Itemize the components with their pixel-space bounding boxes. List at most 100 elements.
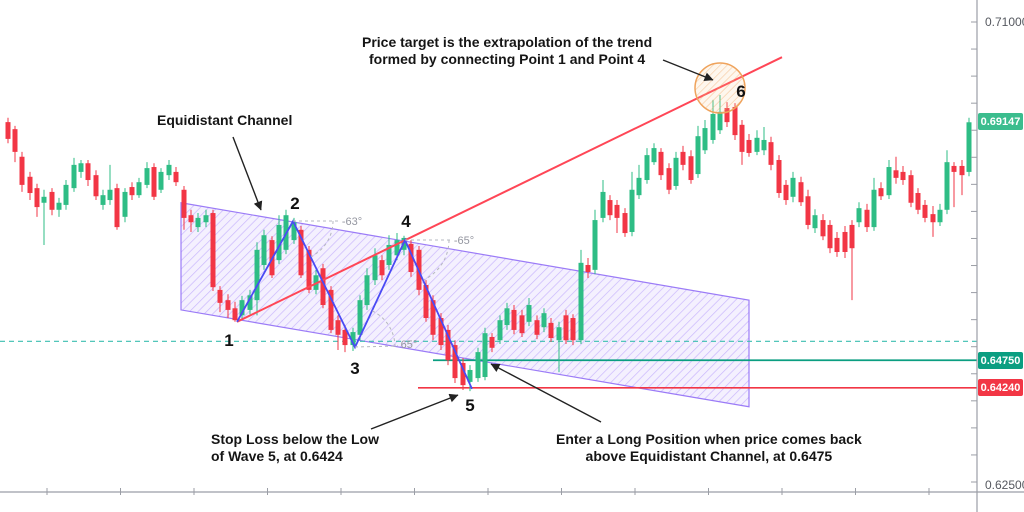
candle <box>820 214 826 241</box>
annotation-arrows[interactable] <box>232 59 714 430</box>
candle <box>629 171 635 237</box>
angle-label-minus65: -65° <box>453 235 475 247</box>
trendline-drawing[interactable] <box>236 56 783 323</box>
wave-point-6[interactable]: 6 <box>736 82 746 101</box>
wave-point-4[interactable]: 4 <box>401 212 411 231</box>
angle-label-65: 65° <box>400 339 418 351</box>
candle <box>276 215 282 264</box>
candle <box>85 160 91 186</box>
candle <box>739 119 745 165</box>
wave-point-3[interactable]: 3 <box>350 359 360 378</box>
candle <box>298 226 304 278</box>
candle <box>5 117 11 144</box>
candle <box>342 325 348 353</box>
candle <box>511 305 517 335</box>
candle <box>526 298 532 327</box>
wave-point-1[interactable]: 1 <box>224 331 234 350</box>
candlestick-series <box>5 95 972 392</box>
candle <box>570 314 576 346</box>
candle <box>915 188 921 215</box>
candle <box>966 117 972 177</box>
candle <box>63 180 69 210</box>
candle <box>908 170 914 208</box>
candle <box>900 165 906 185</box>
candle <box>232 301 238 322</box>
candle <box>761 126 767 156</box>
enter-long-annotation[interactable]: Enter a Long Position when price comes b… <box>556 431 862 465</box>
candle <box>614 200 620 234</box>
candle <box>166 160 172 181</box>
candle <box>878 182 884 201</box>
price-target-line1: Price target is the extrapolation of the… <box>362 34 653 50</box>
candle <box>849 220 855 301</box>
equidistant-arrow[interactable] <box>232 136 263 211</box>
candle <box>460 358 466 390</box>
candle <box>790 171 796 203</box>
enter-long-line1: Enter a Long Position when price comes b… <box>556 431 862 447</box>
candle <box>776 155 782 198</box>
candle <box>136 177 142 198</box>
candle <box>658 148 664 181</box>
candle <box>320 263 326 309</box>
enter-long-line2: above Equidistant Channel, at 0.6475 <box>585 448 833 464</box>
candle <box>225 294 231 319</box>
candle <box>203 209 209 228</box>
candle <box>181 185 187 230</box>
candle <box>842 226 848 258</box>
candle <box>592 209 598 275</box>
candle <box>497 315 503 344</box>
stop-loss-annotation[interactable]: Stop Loss below the Low of Wave 5, at 0.… <box>211 431 379 465</box>
candle <box>93 170 99 201</box>
candle <box>144 162 150 189</box>
candle <box>746 134 752 157</box>
candle <box>71 157 77 192</box>
candle <box>173 167 179 186</box>
candle <box>489 333 495 353</box>
candle <box>600 180 606 223</box>
candle <box>27 171 33 201</box>
candle <box>195 213 201 232</box>
candle <box>805 189 811 230</box>
candle <box>19 151 25 192</box>
candle <box>783 180 789 205</box>
entry-price-badge: 0.64750 <box>978 352 1023 369</box>
stop-price-badge: 0.64240 <box>978 379 1023 396</box>
candle <box>834 231 840 257</box>
candle <box>114 183 120 230</box>
candle <box>651 143 657 165</box>
candle <box>188 209 194 232</box>
wave-point-2[interactable]: 2 <box>290 194 300 213</box>
candle <box>519 309 525 337</box>
candle <box>379 255 385 281</box>
wave-zigzag-drawing[interactable] <box>236 219 473 390</box>
candle <box>475 347 481 382</box>
candle <box>408 240 414 277</box>
candle <box>673 151 679 190</box>
price-target-annotation[interactable]: Price target is the extrapolation of the… <box>362 34 652 68</box>
equidistant-channel-annotation[interactable]: Equidistant Channel <box>157 112 292 129</box>
last-price-badge: 0.69147 <box>978 113 1023 130</box>
stop-loss-line1: Stop Loss below the Low <box>211 431 379 447</box>
stop-loss-arrow[interactable] <box>370 393 459 430</box>
candle <box>636 164 642 199</box>
price-level-lines[interactable] <box>0 340 977 389</box>
enter-long-arrow[interactable] <box>490 363 602 423</box>
candle <box>959 160 965 196</box>
candle <box>482 327 488 381</box>
candle <box>350 327 356 352</box>
candle <box>122 188 128 223</box>
wave-point-5[interactable]: 5 <box>465 396 475 415</box>
price-target-arrow[interactable] <box>662 59 714 82</box>
candle <box>886 160 892 199</box>
candle <box>754 130 760 156</box>
candle <box>585 257 591 278</box>
candle <box>563 309 569 344</box>
equidistant-channel-drawing[interactable] <box>180 202 750 408</box>
candle <box>827 220 833 254</box>
candle <box>768 136 774 171</box>
candle <box>578 249 584 344</box>
candle <box>680 145 686 171</box>
candle <box>261 229 267 270</box>
